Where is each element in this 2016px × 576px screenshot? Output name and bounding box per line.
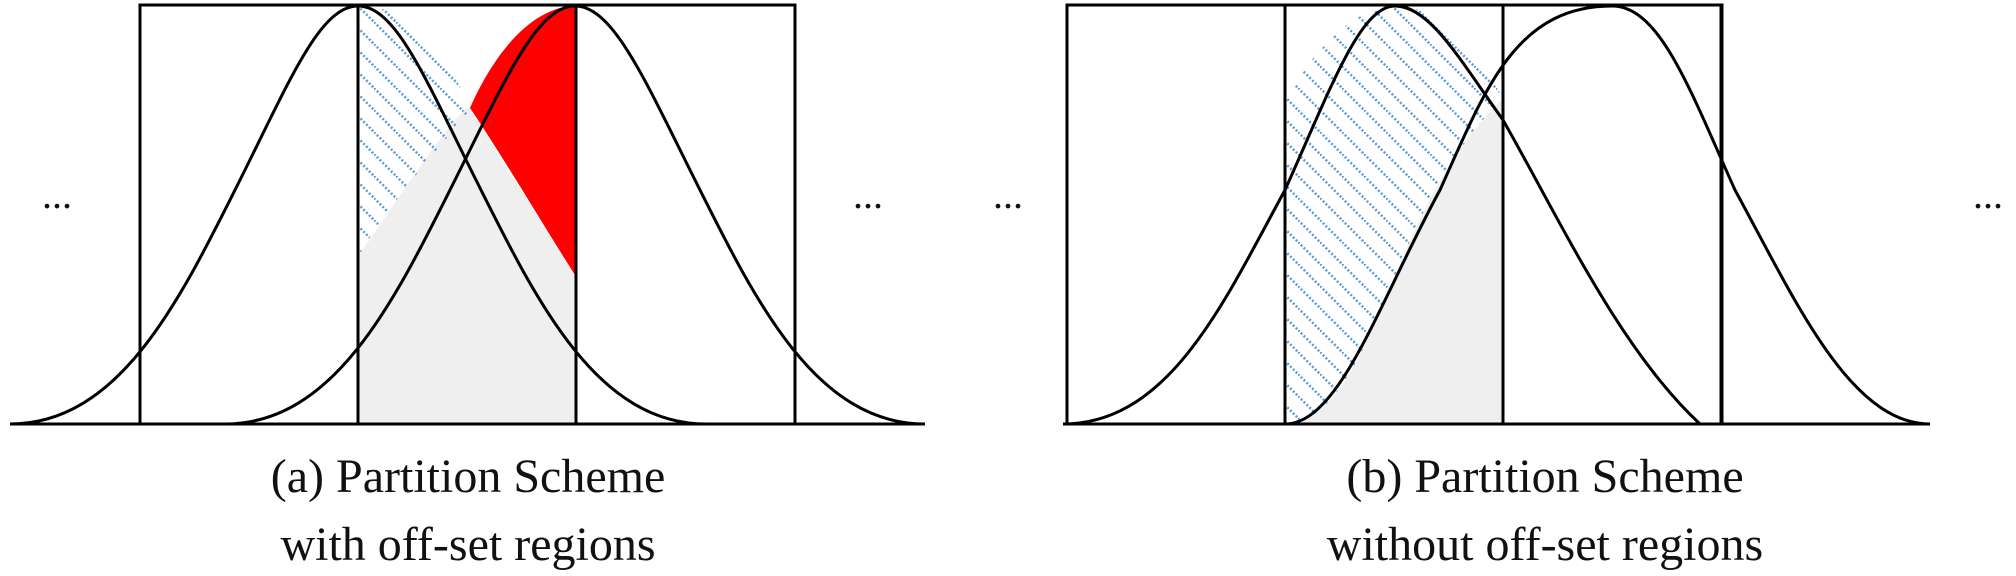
panel-a-shaded-region [358,107,575,424]
panel-b-caption-line1: (b) Partition Scheme [1346,450,1743,503]
panel-a-caption-line1: (a) Partition Scheme [271,450,666,503]
panel-b: ... ... (b) Partition Scheme without off… [993,3,2003,571]
panel-a-right-curve [224,4,926,426]
panel-a-ellipsis-right: ... [853,172,883,217]
panel-b-left-curve [1062,4,1702,426]
panel-b-ellipsis-right: ... [1973,172,2003,217]
panel-b-hatched-region [1285,6,1503,424]
panel-b-ellipsis-left: ... [993,172,1023,217]
panel-a-left-curve [9,4,707,426]
panel-b-caption-line2: without off-set regions [1327,518,1763,571]
panel-a-ellipsis-left: ... [42,172,72,217]
panel-a-hatched-region [358,6,470,257]
panel-a-caption-line2: with off-set regions [280,518,655,571]
panel-a: ... ... (a) Partition Scheme with off-se… [9,3,926,571]
panel-b-box-2 [1501,3,1724,426]
panel-a-offset-region [470,6,575,275]
panel-b-shaded-region [1285,98,1503,424]
panel-b-right-curve [1284,4,1931,426]
